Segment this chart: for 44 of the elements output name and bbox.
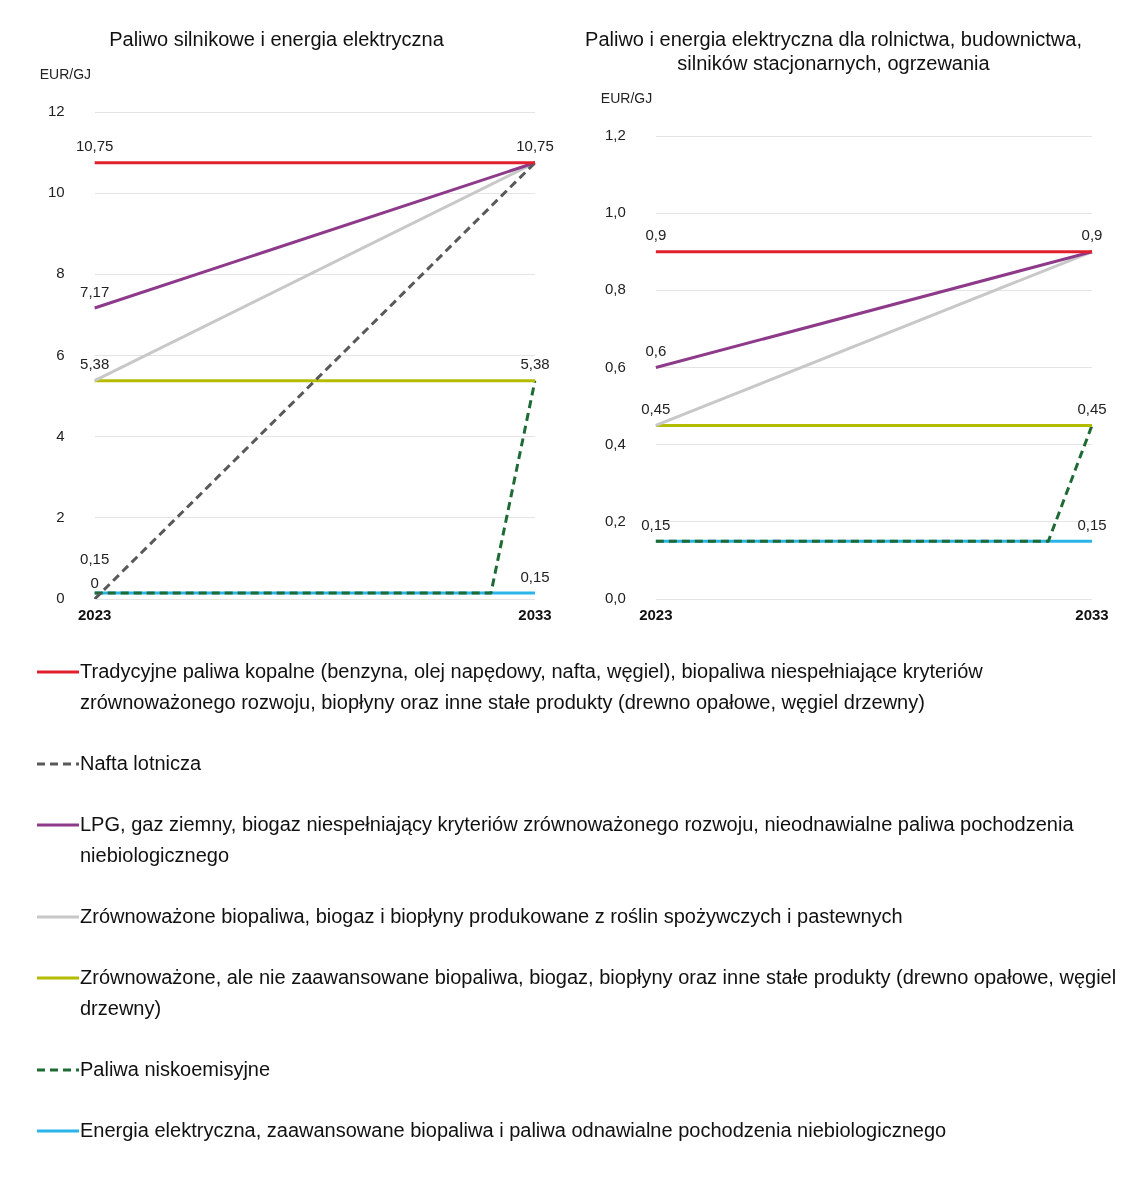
legend-label: Energia elektryczna, zaawansowane biopaliwa i paliwa odnawialne pochodzenia niebiologicznego	[80, 1118, 947, 1143]
y-tick-label: 0,0	[604, 589, 626, 607]
y-tick-label: 8	[56, 264, 65, 282]
data-label: 5,38	[520, 355, 550, 373]
data-label: 7,17	[80, 282, 110, 300]
y-tick-label: 2	[56, 507, 65, 525]
chart-title: Paliwo silnikowe i energia elektryczna	[109, 27, 445, 50]
y-tick-label: 0,8	[604, 280, 626, 298]
y-axis-title: EUR/GJ	[600, 89, 653, 106]
data-label: 0,15	[80, 549, 110, 567]
y-tick-label: 6	[56, 345, 65, 363]
y-tick-label: 0,6	[604, 357, 626, 375]
legend-label: Nafta lotnicza	[80, 751, 202, 776]
data-label: 0,9	[645, 226, 667, 244]
y-tick-label: 1,0	[604, 203, 626, 221]
data-label: 10,75	[75, 137, 114, 155]
data-label: 0,45	[641, 400, 671, 418]
y-tick-label: 10	[48, 183, 65, 201]
y-tick-label: 0	[56, 589, 65, 607]
data-label: 0,15	[1077, 515, 1107, 533]
legend-label: Zrównoważone, ale nie zaawansowane biopaliwa, biogaz, biopłyny oraz inne stałe produkty (drewno opałowe, węgiel drzewny)	[80, 965, 1118, 1021]
y-tick-label: 0,4	[604, 434, 626, 452]
y-tick-label: 1,2	[604, 126, 626, 144]
data-label: 0,45	[1077, 400, 1107, 418]
x-tick-label: 2023	[639, 606, 673, 624]
x-tick-label: 2023	[78, 606, 112, 624]
y-tick-label: 12	[48, 102, 65, 120]
data-label: 10,75	[516, 137, 554, 155]
data-label: 0,6	[645, 342, 667, 360]
legend-label: LPG, gaz ziemny, biogaz niespełniający kryteriów zrównoważonego rozwoju, nieodnawialne paliwa pochodzenia niebiologicznego	[80, 812, 1075, 868]
data-label: 0	[90, 573, 99, 591]
chart-title: Paliwo i energia elektryczna dla rolnictwa, budownictwa, silników stacjonarnych, ogrzewania	[585, 27, 1082, 74]
y-axis-title: EUR/GJ	[39, 65, 92, 82]
data-label: 0,15	[641, 515, 671, 533]
data-label: 0,15	[520, 567, 550, 585]
y-tick-label: 0,2	[604, 511, 626, 529]
data-label: 0,9	[1081, 226, 1103, 244]
x-tick-label: 2033	[518, 606, 552, 624]
y-tick-label: 4	[56, 426, 65, 444]
x-tick-label: 2033	[1075, 606, 1109, 624]
legend-label: Paliwa niskoemisyjne	[80, 1057, 271, 1082]
data-label: 5,38	[80, 355, 110, 373]
legend-label: Zrównoważone biopaliwa, biogaz i biopłyny produkowane z roślin spożywczych i pastewnych	[80, 904, 903, 929]
legend-label: Tradycyjne paliwa kopalne (benzyna, olej napędowy, nafta, węgiel), biopaliwa niespełniające kryteriów zrównoważonego rozwoju, biopłyny oraz inne stałe produkty (drewno opałowe, węgiel drzewny)	[80, 659, 984, 715]
